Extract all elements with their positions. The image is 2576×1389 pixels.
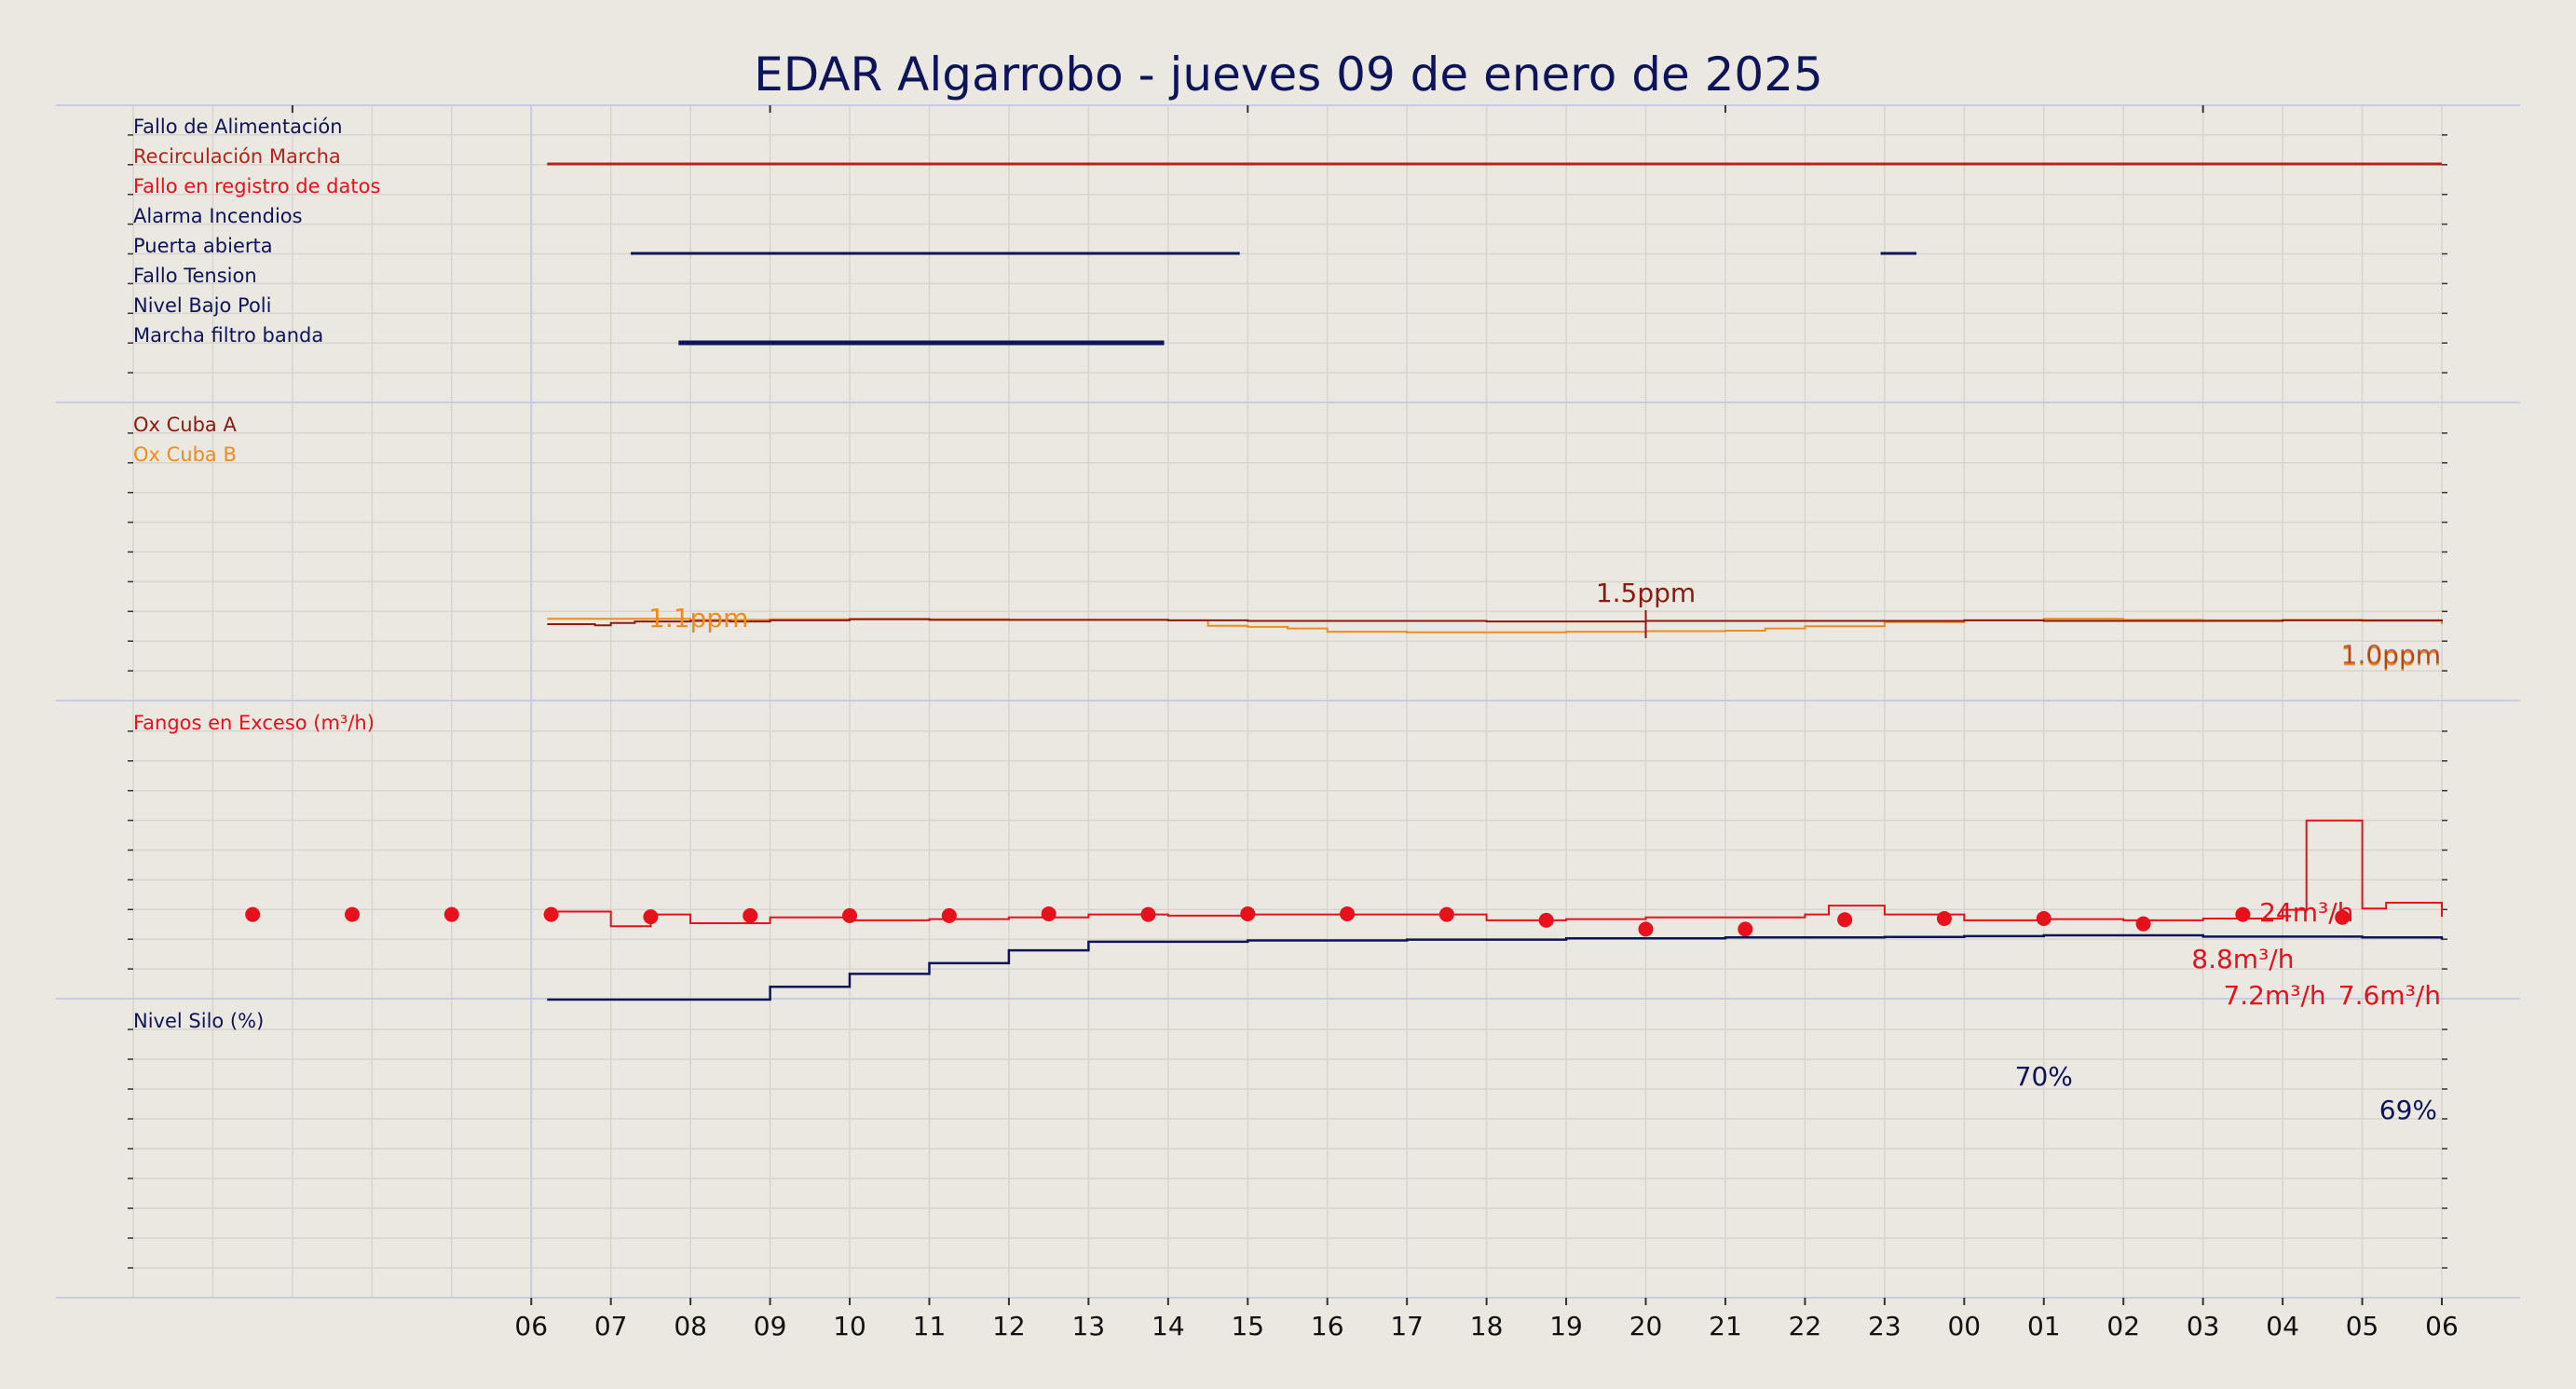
x-tick-label: 15	[1231, 1311, 1264, 1341]
sludge-point	[2135, 916, 2151, 932]
sludge-point	[1738, 921, 1753, 937]
sludge-point	[842, 907, 858, 923]
sludge-point	[1638, 921, 1654, 937]
annotation-ox-a-end: 1.0ppm	[2341, 639, 2441, 670]
alarm-label: Fallo en registro de datos	[133, 175, 380, 197]
x-tick-label: 02	[2106, 1311, 2140, 1341]
annotation-silo-end: 69%	[2379, 1095, 2437, 1125]
x-tick-label: 11	[913, 1311, 947, 1341]
oxygen-label: Ox Cuba B	[133, 443, 237, 466]
annotation-ox-max: 1.5ppm	[1596, 578, 1696, 608]
x-tick-label: 00	[1947, 1311, 1981, 1341]
sludge-point	[643, 909, 659, 925]
x-tick-label: 03	[2187, 1311, 2220, 1341]
x-tick-label: 21	[1709, 1311, 1742, 1341]
alarm-label: Alarma Incendios	[133, 205, 303, 227]
sludge-point	[2036, 911, 2051, 927]
sludge-point	[2335, 909, 2351, 925]
annotation-sludge-mid: 8.8m³/h	[2191, 944, 2294, 974]
sludge-point	[2235, 906, 2251, 922]
oxygen-label: Ox Cuba A	[133, 414, 237, 436]
x-tick-label: 01	[2027, 1311, 2061, 1341]
x-axis-ticks: 06 07 08 09 10 11 12 13 14 15 16 17 18 19 20 21 22 23 00 01…	[514, 1298, 2459, 1341]
sludge-point	[443, 906, 459, 922]
alarm-label: Marcha filtro banda	[133, 324, 323, 347]
x-tick-label: 20	[1629, 1311, 1663, 1341]
x-tick-label: 09	[754, 1311, 787, 1341]
x-tick-label: 08	[674, 1311, 707, 1341]
x-tick-label: 16	[1311, 1311, 1344, 1341]
annotation-sludge-min: 7.2m³/h	[2223, 980, 2325, 1011]
sludge-point	[1837, 912, 1853, 928]
sludge-point	[1936, 911, 1952, 927]
x-tick-label: 04	[2266, 1311, 2299, 1341]
silo-label: Nivel Silo (%)	[133, 1010, 264, 1032]
x-tick-label: 22	[1789, 1311, 1822, 1341]
alarm-label: Fallo de Alimentación	[133, 116, 343, 138]
sludge-point	[1538, 912, 1554, 928]
x-tick-label: 12	[992, 1311, 1026, 1341]
series-ox-cuba-a	[547, 618, 2443, 627]
x-tick-label: 23	[1868, 1311, 1901, 1341]
panel-borders	[56, 104, 2520, 1299]
sludge-point	[344, 906, 360, 922]
sludge-point	[245, 906, 261, 922]
x-tick-label: 07	[594, 1311, 628, 1341]
sludge-point	[743, 907, 758, 923]
chart-title: EDAR Algarrobo - jueves 09 de enero de 2…	[754, 48, 1823, 102]
oxygen-panel: Ox Cuba AOx Cuba B1.5ppm1.1ppm1.0ppm1.0p…	[133, 414, 2443, 672]
x-tick-label: 13	[1072, 1311, 1106, 1341]
sludge-point	[1140, 906, 1156, 922]
sludge-point	[1438, 906, 1454, 922]
annotation-sludge-max: 24m³/h	[2259, 897, 2353, 928]
x-tick-label: 05	[2346, 1311, 2379, 1341]
annotation-ox-b-end: 1.0ppm	[2341, 641, 2441, 672]
series-nivel-silo	[547, 933, 2444, 1001]
sludge-point	[543, 906, 559, 922]
annotation-sludge-end: 7.6m³/h	[2338, 980, 2441, 1011]
sludge-point	[941, 907, 957, 923]
silo-panel: Nivel Silo (%) 70% 69%	[133, 933, 2444, 1125]
annotation-ox-b-start: 1.1ppm	[648, 603, 748, 633]
annotation-silo-max: 70%	[2015, 1061, 2073, 1092]
alarm-label: Puerta abierta	[133, 235, 273, 257]
x-tick-label: 06	[514, 1311, 548, 1341]
alarms-panel: Fallo de Alimentación Recirculación March…	[133, 116, 2442, 347]
series-fangos	[547, 819, 2443, 928]
x-tick-label: 19	[1549, 1311, 1583, 1341]
sludge-point	[1340, 906, 1356, 921]
sludge-point	[1041, 906, 1056, 921]
sludge-label: Fangos en Exceso (m³/h)	[133, 712, 375, 734]
alarm-label: Recirculación Marcha	[133, 145, 341, 168]
alarm-label: Fallo Tension	[133, 265, 257, 287]
x-tick-label: 18	[1470, 1311, 1504, 1341]
x-tick-label: 06	[2425, 1311, 2459, 1341]
x-tick-label: 10	[833, 1311, 866, 1341]
x-tick-label: 14	[1152, 1311, 1185, 1341]
sludge-panel: Fangos en Exceso (m³/h) 24m³/h 8.8m³/h 7.2m…	[133, 712, 2443, 1011]
alarm-label: Nivel Bajo Poli	[133, 294, 271, 317]
sludge-point	[1240, 906, 1256, 921]
x-tick-label: 17	[1390, 1311, 1424, 1341]
